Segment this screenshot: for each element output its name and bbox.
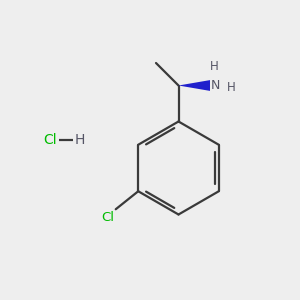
- Text: H: H: [209, 60, 218, 73]
- Text: H: H: [75, 133, 86, 146]
- Text: H: H: [227, 81, 236, 94]
- Text: Cl: Cl: [101, 211, 114, 224]
- Text: Cl: Cl: [44, 133, 57, 146]
- Text: N: N: [211, 79, 220, 92]
- Polygon shape: [178, 80, 210, 91]
